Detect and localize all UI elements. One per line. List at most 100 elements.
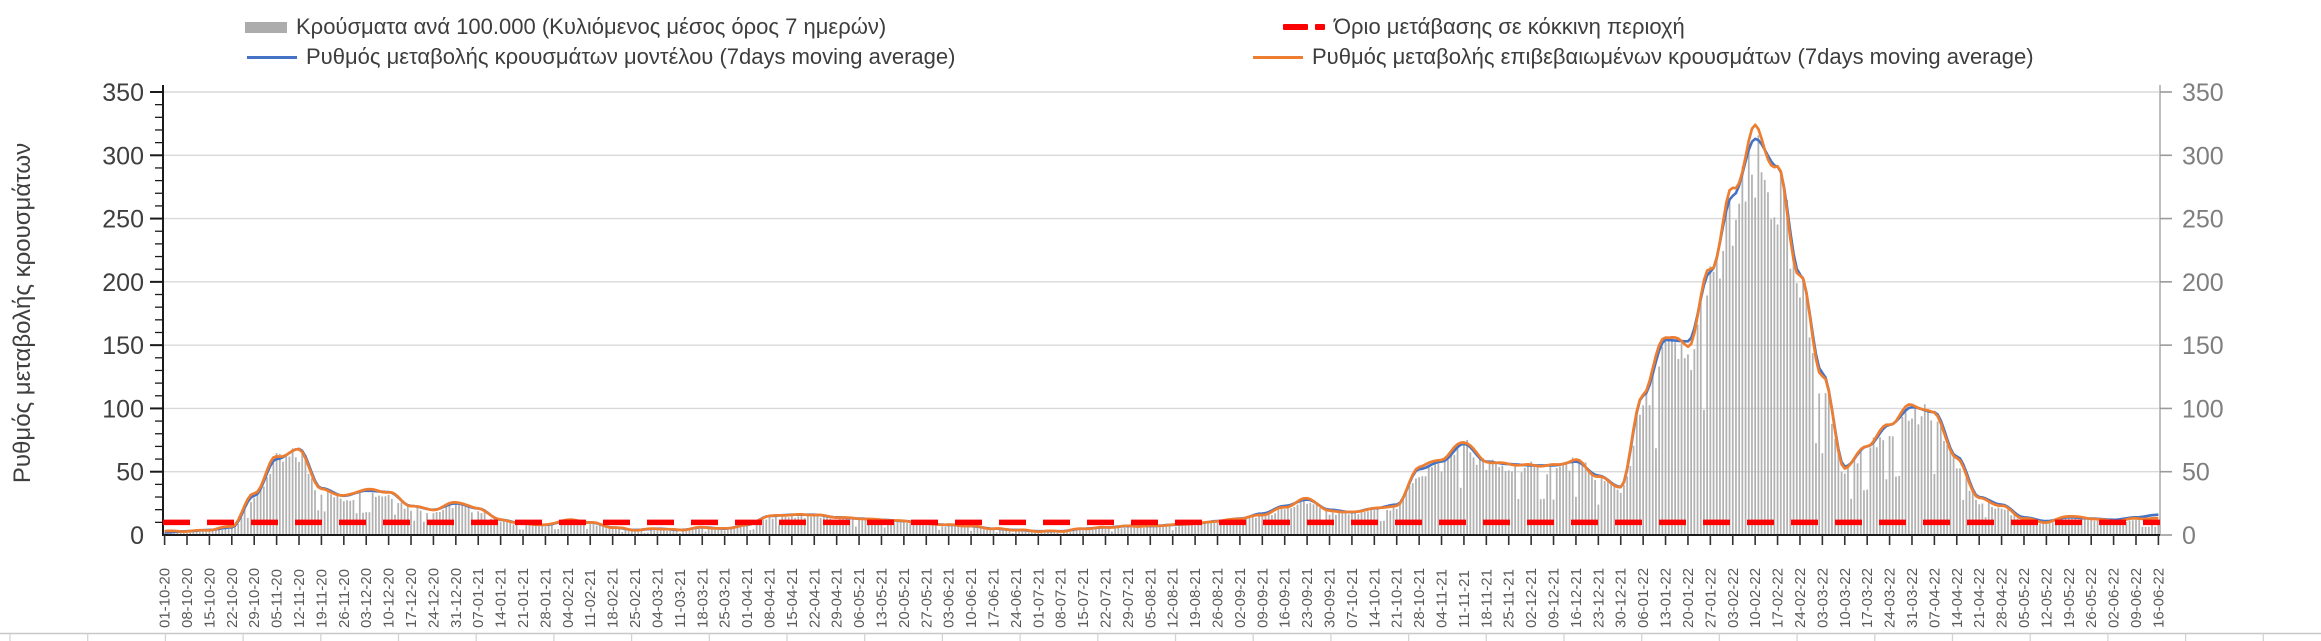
x-tick-label: 02-12-21 [1523, 568, 1540, 628]
bar-swatch-icon [245, 21, 287, 33]
x-tick-label: 17-06-21 [985, 568, 1002, 628]
y-tick-label-right: 250 [2182, 206, 2224, 234]
legend-label: Κρούσματα ανά 100.000 (Κυλιόμενος μέσος … [296, 14, 887, 39]
axes [150, 85, 2172, 545]
x-tick-label: 07-10-21 [1344, 568, 1361, 628]
x-tick-label: 31-12-20 [448, 568, 465, 628]
x-tick-label: 02-09-21 [1232, 568, 1249, 628]
x-tick-label: 22-04-21 [806, 568, 823, 628]
x-tick-label: 11-11-21 [1456, 570, 1473, 628]
y-tick-label-right: 150 [2182, 332, 2224, 360]
x-tick-label: 12-11-20 [291, 569, 308, 628]
x-tick-label: 05-11-20 [269, 569, 286, 628]
x-tick-label: 03-06-21 [941, 568, 958, 628]
y-tick-label-right: 100 [2182, 395, 2224, 423]
legend-item-red-zone-threshold: Όριο μετάβασης σε κόκκινη περιοχή [1283, 13, 1685, 41]
x-tick-label: 13-01-22 [1658, 568, 1675, 628]
x-tick-label: 09-06-22 [2128, 568, 2145, 628]
x-tick-label: 19-05-22 [2061, 568, 2078, 628]
legend-label: Ρυθμός μεταβολής επιβεβαιωμένων κρουσμάτ… [1312, 44, 2034, 69]
x-tick-label: 28-01-21 [537, 568, 554, 628]
x-tick-label: 16-06-22 [2150, 568, 2167, 628]
x-tick-label: 01-07-21 [1030, 568, 1047, 628]
legend-item-confirmed-rate: Ρυθμός μεταβολής επιβεβαιωμένων κρουσμάτ… [1253, 43, 2034, 71]
y-tick-label-right: 0 [2182, 522, 2196, 550]
orange-line-swatch-icon [1253, 55, 1303, 59]
x-tick-label: 29-10-20 [246, 568, 263, 628]
x-tick-label: 14-04-22 [1949, 568, 1966, 628]
y-tick-label-right: 200 [2182, 269, 2224, 297]
x-tick-label: 09-12-21 [1546, 568, 1563, 628]
x-tick-label: 10-03-22 [1837, 568, 1854, 628]
x-tick-label: 25-03-21 [717, 568, 734, 628]
x-tick-label: 18-02-21 [605, 568, 622, 628]
y-tick-label-left: 0 [130, 522, 144, 550]
x-tick-label: 10-02-22 [1747, 568, 1764, 628]
x-tick-label: 23-09-21 [1299, 568, 1316, 628]
x-tick-label: 16-12-21 [1568, 568, 1585, 628]
y-tick-label-left: 150 [102, 332, 144, 360]
x-tick-label: 18-11-21 [1478, 569, 1495, 628]
bars-series [163, 135, 2160, 536]
x-tick-label: 02-06-22 [2106, 568, 2123, 628]
x-tick-label: 24-03-22 [1882, 568, 1899, 628]
x-tick-label: 06-05-21 [851, 568, 868, 628]
x-tick-label: 23-12-21 [1590, 568, 1607, 628]
x-tick-label: 25-02-21 [627, 568, 644, 628]
x-tick-label: 10-06-21 [963, 568, 980, 628]
x-tick-label: 28-10-21 [1411, 568, 1428, 628]
y-axis-title: Ρυθμός μεταβολής κρουσμάτων [9, 143, 36, 483]
x-tick-label: 07-01-21 [470, 568, 487, 628]
x-tick-label: 01-10-20 [157, 568, 174, 628]
x-tick-label: 27-05-21 [918, 568, 935, 628]
x-tick-label: 26-05-22 [2083, 568, 2100, 628]
legend-label: Ρυθμός μεταβολής κρουσμάτων μοντέλου (7d… [306, 44, 956, 69]
y-tick-label-left: 200 [102, 269, 144, 297]
x-tick-label: 29-04-21 [829, 568, 846, 628]
x-tick-label: 19-08-21 [1187, 568, 1204, 628]
x-tick-label: 03-03-22 [1814, 568, 1831, 628]
confirmed-line [164, 123, 2159, 533]
x-tick-label: 15-10-20 [201, 568, 218, 628]
x-tick-label: 15-07-21 [1075, 568, 1092, 628]
legend-item-cases-per-100k: Κρούσματα ανά 100.000 (Κυλιόμενος μέσος … [245, 13, 886, 41]
x-tick-label: 24-12-20 [425, 568, 442, 628]
x-tick-label: 15-04-21 [784, 568, 801, 628]
x-tick-label: 07-04-22 [1926, 568, 1943, 628]
y-tick-label-right: 350 [2182, 79, 2224, 107]
y-tick-label-right: 300 [2182, 142, 2224, 170]
x-tick-label: 26-11-20 [336, 569, 353, 628]
y-tick-label-left: 350 [102, 79, 144, 107]
x-tick-label: 21-01-21 [515, 568, 532, 628]
x-tick-label: 05-05-22 [2016, 568, 2033, 628]
x-tick-label: 31-03-22 [1904, 568, 1921, 628]
y-tick-label-left: 100 [102, 395, 144, 423]
x-tick-label: 08-10-20 [179, 568, 196, 628]
x-tick-label: 16-09-21 [1277, 568, 1294, 628]
x-tick-label: 25-11-21 [1501, 569, 1518, 628]
x-tick-label: 17-03-22 [1859, 568, 1876, 628]
x-tick-label: 29-07-21 [1120, 568, 1137, 628]
x-tick-label: 08-07-21 [1053, 568, 1070, 628]
x-tick-label: 14-10-21 [1366, 568, 1383, 628]
x-tick-label: 11-03-21 [672, 569, 689, 628]
x-tick-label: 18-03-21 [694, 568, 711, 628]
x-tick-label: 03-12-20 [358, 568, 375, 628]
legend-label: Όριο μετάβασης σε κόκκινη περιοχή [1334, 14, 1685, 39]
red-dash-swatch-icon [1283, 24, 1325, 30]
x-tick-label: 17-02-22 [1770, 568, 1787, 628]
x-tick-label: 11-02-21 [582, 569, 599, 628]
x-tick-label: 28-04-22 [1994, 568, 2011, 628]
x-tick-label: 06-01-22 [1635, 568, 1652, 628]
x-tick-label: 10-12-20 [381, 568, 398, 628]
x-tick-label: 08-04-21 [761, 568, 778, 628]
x-tick-label: 19-11-20 [313, 569, 330, 628]
y-tick-label-right: 50 [2182, 459, 2210, 487]
x-tick-label: 30-12-21 [1613, 568, 1630, 628]
x-tick-label: 21-04-22 [1971, 568, 1988, 628]
y-tick-label-left: 50 [116, 459, 144, 487]
x-tick-label: 01-04-21 [739, 568, 756, 628]
x-tick-label: 03-02-22 [1725, 568, 1742, 628]
